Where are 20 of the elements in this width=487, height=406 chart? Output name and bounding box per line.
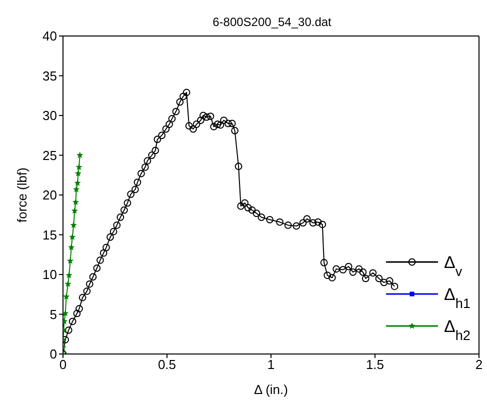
- y-tick-label: 0: [50, 346, 57, 362]
- y-tick-label: 5: [50, 306, 57, 322]
- y-tick-label: 35: [42, 68, 57, 84]
- legend-label: Δ$_{h2}$: [444, 317, 470, 342]
- x-axis-title: Δ (in.): [254, 382, 288, 397]
- chart-title: 6-800S200_54_30.dat: [212, 15, 332, 29]
- y-tick-label: 40: [42, 28, 57, 44]
- legend-label: Δ$_{v}$: [444, 253, 462, 278]
- y-tick-label: 20: [42, 188, 57, 203]
- x-tick-label: 0: [59, 357, 67, 372]
- y-tick-label: 15: [42, 227, 57, 242]
- y-axis-title: force (lbf): [14, 168, 30, 222]
- x-tick-label: 2: [475, 357, 483, 372]
- legend-label: Δ$_{h1}$: [444, 285, 470, 310]
- y-tick-label: 30: [42, 108, 57, 124]
- y-tick-label: 10: [42, 267, 57, 282]
- x-tick-label: 0.5: [158, 357, 176, 372]
- x-tick-label: 1: [267, 357, 275, 372]
- x-tick-label: 1.5: [366, 357, 384, 372]
- y-tick-label: 25: [42, 148, 57, 163]
